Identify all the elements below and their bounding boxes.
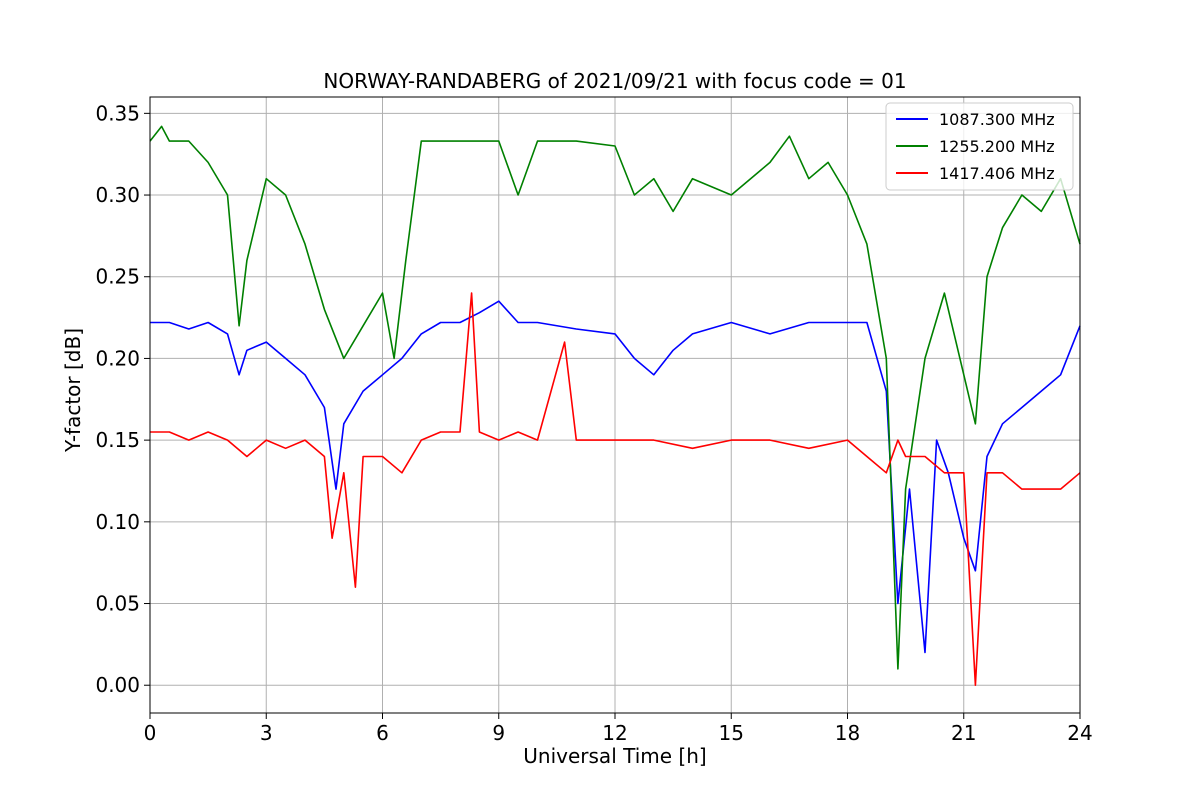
legend-box xyxy=(885,102,1074,191)
series-line-0 xyxy=(150,300,1081,654)
x-tick-label: 6 xyxy=(376,721,389,745)
y-tick-label: 0.15 xyxy=(95,428,140,452)
legend: 1087.300 MHz 1255.200 MHz 1417.406 MHz xyxy=(885,102,1074,191)
y-tick-label: 0.00 xyxy=(95,673,140,697)
y-axis-ticks: 0.00 0.05 0.10 0.15 0.20 0.25 0.30 0.35 xyxy=(95,101,150,697)
chart-title: NORWAY-RANDABERG of 2021/09/21 with focu… xyxy=(323,69,906,93)
series-line-1 xyxy=(149,125,1081,670)
x-tick-label: 24 xyxy=(1067,721,1092,745)
x-tick-label: 0 xyxy=(144,721,157,745)
x-tick-label: 3 xyxy=(260,721,273,745)
y-tick-label: 0.30 xyxy=(95,183,140,207)
series-layer xyxy=(149,125,1081,687)
legend-label: 1417.406 MHz xyxy=(939,164,1055,183)
legend-label: 1255.200 MHz xyxy=(939,137,1055,156)
x-tick-label: 12 xyxy=(602,721,627,745)
x-tick-label: 18 xyxy=(835,721,860,745)
x-axis-ticks: 0 3 6 9 12 15 18 21 24 xyxy=(144,713,1093,745)
y-tick-label: 0.25 xyxy=(95,265,140,289)
legend-label: 1087.300 MHz xyxy=(939,110,1055,129)
x-axis-label: Universal Time [h] xyxy=(523,744,706,768)
y-tick-label: 0.35 xyxy=(95,101,140,125)
y-tick-label: 0.20 xyxy=(95,346,140,370)
x-tick-label: 9 xyxy=(492,721,505,745)
y-tick-label: 0.10 xyxy=(95,510,140,534)
series-line-2 xyxy=(150,292,1081,687)
x-tick-label: 15 xyxy=(719,721,744,745)
y-tick-label: 0.05 xyxy=(95,592,140,616)
y-axis-label: Y-factor [dB] xyxy=(61,328,85,453)
x-tick-label: 21 xyxy=(951,721,976,745)
